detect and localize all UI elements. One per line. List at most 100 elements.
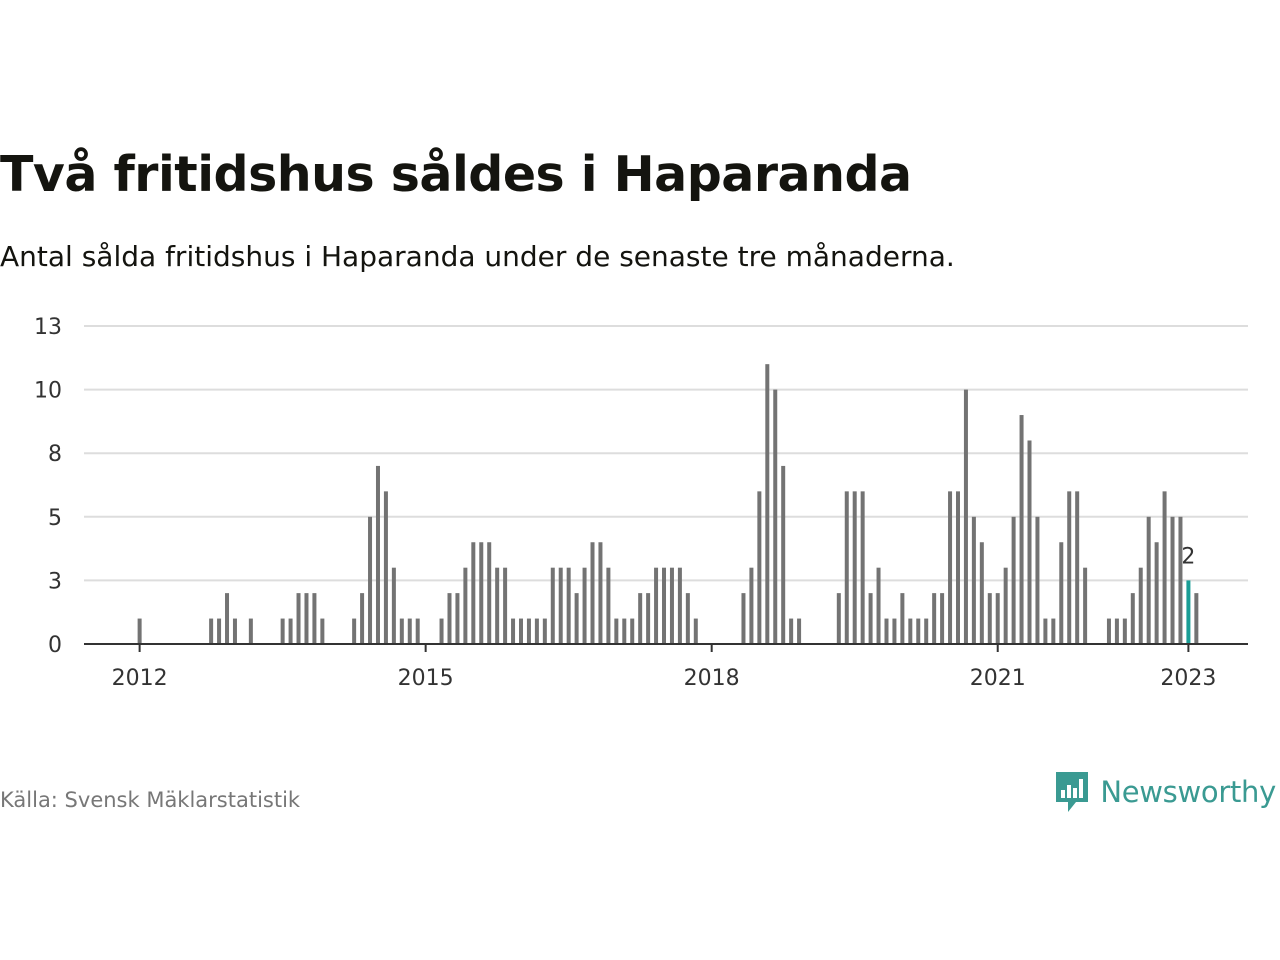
- bar: [836, 593, 841, 644]
- bar: [1114, 618, 1119, 644]
- bar: [232, 618, 237, 644]
- bar: [312, 593, 317, 644]
- bar: [781, 465, 786, 644]
- bar: [765, 364, 770, 644]
- bar: [963, 389, 968, 644]
- highlighted-bar: [1186, 580, 1191, 644]
- bar: [1051, 618, 1056, 644]
- bar: [1083, 567, 1088, 644]
- x-tick-label: 2018: [684, 666, 740, 691]
- bar: [646, 593, 651, 644]
- bar: [1130, 593, 1135, 644]
- bar: [352, 618, 357, 644]
- bar: [209, 618, 214, 644]
- bar: [749, 567, 754, 644]
- bar: [582, 567, 587, 644]
- bar: [693, 618, 698, 644]
- bar: [1170, 516, 1175, 644]
- chart-subtitle: Antal sålda fritidshus i Haparanda under…: [0, 240, 955, 273]
- bar: [304, 593, 309, 644]
- bar: [137, 618, 142, 644]
- y-tick-label: 8: [48, 442, 62, 467]
- bar: [955, 491, 960, 644]
- y-tick-label: 3: [48, 569, 62, 594]
- bar: [463, 567, 468, 644]
- bar: [638, 593, 643, 644]
- bar: [1138, 567, 1143, 644]
- bar: [844, 491, 849, 644]
- bar: [518, 618, 523, 644]
- bar: [320, 618, 325, 644]
- bar: [368, 516, 373, 644]
- x-axis: [84, 643, 1248, 652]
- bar: [1162, 491, 1167, 644]
- y-tick-label: 0: [48, 633, 62, 658]
- bar: [773, 389, 778, 644]
- bar: [924, 618, 929, 644]
- bar: [789, 618, 794, 644]
- x-axis-tick-labels: 2012 2015 2018 2021 2023: [112, 666, 1217, 691]
- bar: [503, 567, 508, 644]
- bar: [495, 567, 500, 644]
- highlight-value-label: 2: [1181, 544, 1195, 569]
- bar: [360, 593, 365, 644]
- bar: [916, 618, 921, 644]
- y-tick-label: 5: [48, 506, 62, 531]
- bar: [1178, 516, 1183, 644]
- bar: [979, 542, 984, 644]
- bar: [399, 618, 404, 644]
- bar: [558, 567, 563, 644]
- bar: [1035, 516, 1040, 644]
- bar: [908, 618, 913, 644]
- bar: [669, 567, 674, 644]
- bar: [741, 593, 746, 644]
- y-tick-label: 13: [34, 315, 62, 340]
- bar: [892, 618, 897, 644]
- bar: [614, 618, 619, 644]
- bar: [447, 593, 452, 644]
- bar: [590, 542, 595, 644]
- bar: [391, 567, 396, 644]
- x-tick-label: 2023: [1160, 666, 1216, 691]
- bar: [622, 618, 627, 644]
- bar: [1019, 415, 1024, 644]
- bar: [797, 618, 802, 644]
- bar: [884, 618, 889, 644]
- bar: [1027, 440, 1032, 644]
- annotations: 2: [1181, 544, 1195, 569]
- bar: [1194, 593, 1199, 644]
- bar: [574, 593, 579, 644]
- bar: [971, 516, 976, 644]
- bar: [1154, 542, 1159, 644]
- bar: [439, 618, 444, 644]
- bar: [375, 465, 380, 644]
- bar: [542, 618, 547, 644]
- bar: [900, 593, 905, 644]
- bar: [685, 593, 690, 644]
- bar: [280, 618, 285, 644]
- source-note: Källa: Svensk Mäklarstatistik: [0, 788, 301, 812]
- bar: [534, 618, 539, 644]
- bar: [288, 618, 293, 644]
- bar: [995, 593, 1000, 644]
- bar: [248, 618, 253, 644]
- bar: [1075, 491, 1080, 644]
- bar: [598, 542, 603, 644]
- bar: [852, 491, 857, 644]
- bar: [630, 618, 635, 644]
- bar: [1043, 618, 1048, 644]
- bar: [932, 593, 937, 644]
- bar: [876, 567, 881, 644]
- bar: [948, 491, 953, 644]
- bar: [1067, 491, 1072, 644]
- bar: [662, 567, 667, 644]
- bar: [677, 567, 682, 644]
- bar: [987, 593, 992, 644]
- bar: [415, 618, 420, 644]
- bar: [860, 491, 865, 644]
- newsworthy-logo-icon: [1056, 772, 1089, 812]
- gridlines: [84, 325, 1248, 582]
- bars: [137, 364, 1199, 644]
- brand-logo: Newsworthy: [1054, 770, 1276, 814]
